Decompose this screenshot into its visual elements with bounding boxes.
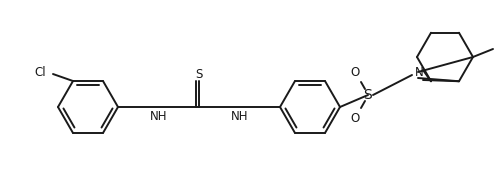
Text: NH: NH — [231, 111, 248, 124]
Text: Cl: Cl — [34, 66, 46, 79]
Text: O: O — [351, 66, 360, 79]
Text: S: S — [195, 68, 203, 81]
Text: NH: NH — [150, 111, 167, 124]
Text: S: S — [364, 88, 372, 102]
Text: O: O — [351, 111, 360, 124]
Text: N: N — [414, 66, 424, 79]
